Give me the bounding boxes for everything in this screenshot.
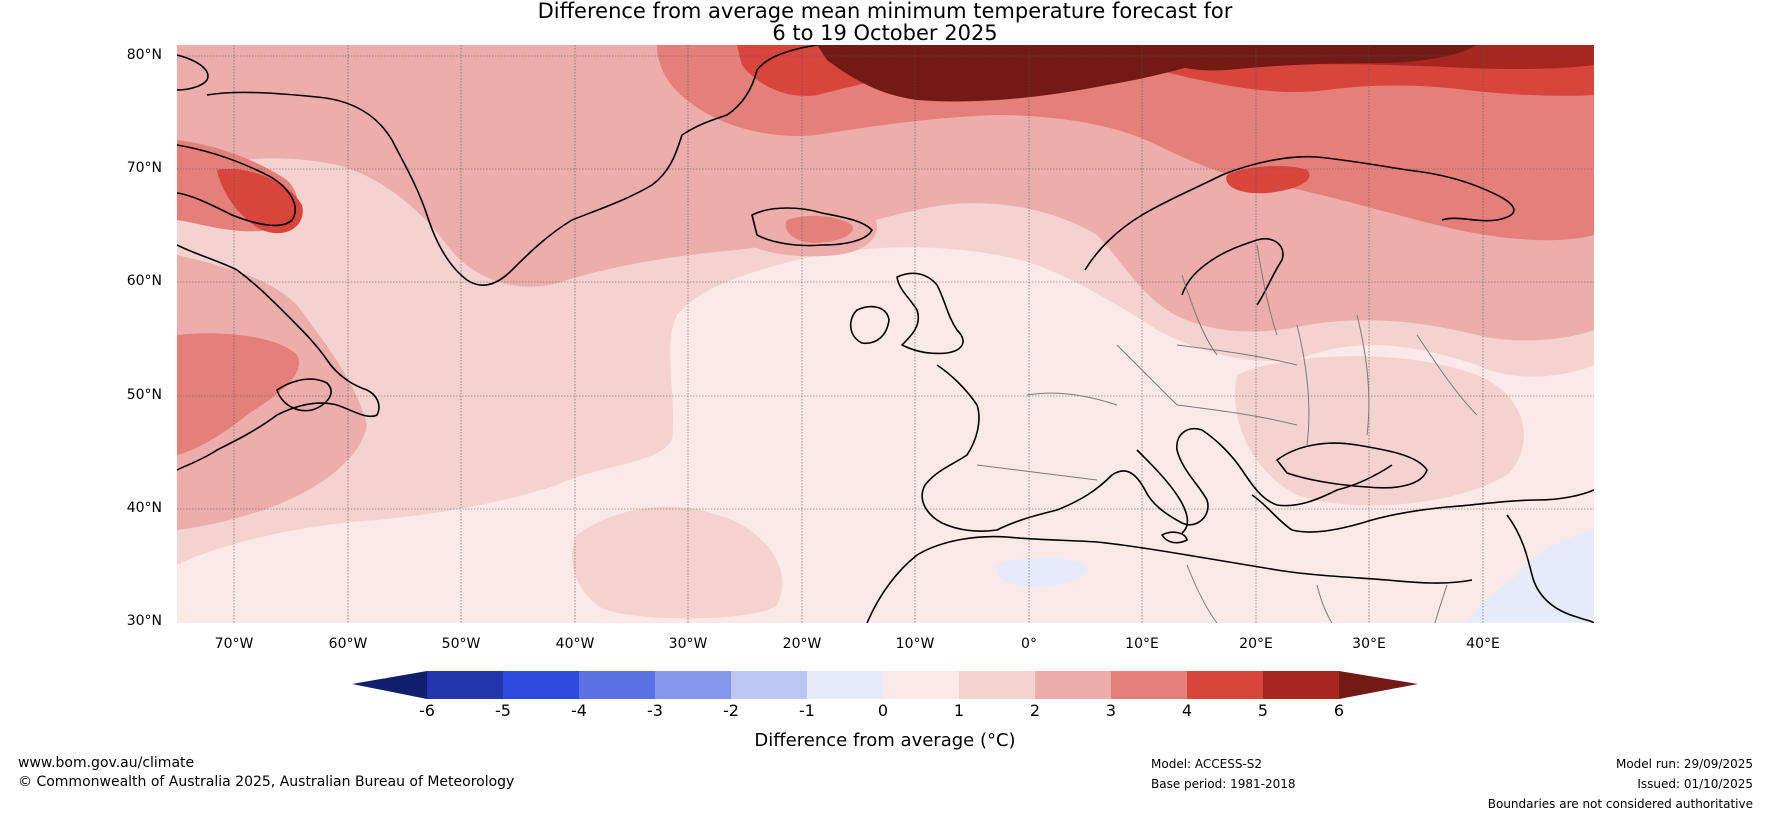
graticule	[177, 45, 1594, 623]
colorbar-segment-above-6	[1339, 671, 1418, 699]
lat-label-50n: 50°N	[126, 387, 162, 403]
colorbar	[352, 671, 1418, 699]
lat-label-80n: 80°N	[126, 47, 162, 63]
colorbar-segment-5-to-6	[1263, 671, 1339, 699]
canada-arctic-coastline	[177, 54, 209, 91]
footer-disclaimer: Boundaries are not considered authoritat…	[1487, 797, 1753, 811]
colorbar-segment-minus-3-to-minus-2	[655, 671, 731, 699]
europe-west-coastline	[921, 364, 1393, 532]
colorbar-tick-3: 3	[1105, 701, 1117, 720]
sicily-coastline	[1161, 531, 1188, 544]
map-title-line-2: 6 to 19 October 2025	[772, 21, 998, 45]
anomaly-band-3-to-4-iceland	[785, 215, 853, 243]
britain-coastline	[896, 272, 964, 355]
lon-label-10e: 10°E	[1125, 636, 1159, 652]
greenland-coastline	[206, 45, 818, 286]
greece-turkey-coastline	[1251, 489, 1594, 533]
colorbar-tick-6: 6	[1333, 701, 1345, 720]
temperature-anomaly-map	[177, 45, 1594, 623]
anomaly-band-3-to-4-labrador	[177, 333, 299, 455]
colorbar-segment-2-to-3	[1035, 671, 1111, 699]
colorbar-tick-5: 5	[1257, 701, 1269, 720]
lon-label-0: 0°	[1021, 636, 1037, 652]
north-africa-coastline	[866, 535, 1473, 623]
anomaly-band-above-6-barents	[1147, 45, 1477, 71]
colorbar-tick-minus-6: -6	[419, 701, 435, 720]
sweden-finland-coastline	[1181, 238, 1284, 306]
footer-copyright: © Commonwealth of Australia 2025, Austra…	[18, 774, 515, 790]
colorbar-segment-below-minus-6	[352, 671, 427, 699]
footer-website: www.bom.gov.au/climate	[18, 755, 195, 771]
colorbar-segment-minus-6-to-minus-5	[427, 671, 503, 699]
ireland-coastline	[849, 305, 890, 345]
lon-label-40e: 40°E	[1466, 636, 1500, 652]
lon-label-30e: 30°E	[1352, 636, 1386, 652]
country-borders	[976, 244, 1478, 623]
lon-label-40w: 40°W	[555, 636, 595, 652]
colorbar-segment-minus-1-to-0	[807, 671, 883, 699]
colorbar-segment-minus-2-to-minus-1	[731, 671, 807, 699]
colorbar-segment-1-to-2	[959, 671, 1035, 699]
lat-label-40n: 40°N	[126, 500, 162, 516]
colorbar-tick-minus-3: -3	[647, 701, 663, 720]
colorbar-segment-0-to-1	[883, 671, 959, 699]
lon-label-30w: 30°W	[668, 636, 708, 652]
anomaly-band-1-to-2-east	[1235, 356, 1524, 506]
colorbar-tick-minus-5: -5	[495, 701, 511, 720]
black-sea-coastline	[1276, 442, 1428, 489]
footer-model: Model: ACCESS-S2	[1151, 757, 1263, 771]
colorbar-segment-4-to-5	[1187, 671, 1263, 699]
lon-label-50w: 50°W	[441, 636, 481, 652]
colorbar-tick-minus-4: -4	[571, 701, 587, 720]
colorbar-tick-1: 1	[953, 701, 965, 720]
norway-coastline	[1084, 155, 1515, 271]
lon-label-60w: 60°W	[328, 636, 368, 652]
lat-label-30n: 30°N	[126, 613, 162, 629]
colorbar-segment-3-to-4	[1111, 671, 1187, 699]
lon-label-20w: 20°W	[782, 636, 822, 652]
colorbar-tick-4: 4	[1181, 701, 1193, 720]
lon-label-70w: 70°W	[214, 636, 254, 652]
baffin-island-coastline	[177, 144, 296, 227]
colorbar-tick-0: 0	[877, 701, 889, 720]
colorbar-label: Difference from average (°C)	[754, 730, 1016, 751]
map-title-line-1: Difference from average mean minimum tem…	[537, 0, 1233, 23]
iceland-coastline	[751, 207, 873, 247]
lat-label-60n: 60°N	[126, 273, 162, 289]
newfoundland-coastline	[276, 378, 332, 412]
lon-label-20e: 20°E	[1239, 636, 1273, 652]
colorbar-segment-minus-4-to-minus-3	[579, 671, 655, 699]
labrador-coastline	[177, 244, 380, 471]
lon-label-10w: 10°W	[895, 636, 935, 652]
colorbar-tick-minus-1: -1	[799, 701, 815, 720]
anomaly-band-1-to-2-atlantic	[572, 506, 783, 619]
footer-base-period: Base period: 1981-2018	[1151, 777, 1296, 791]
lat-label-70n: 70°N	[126, 160, 162, 176]
footer-model-run: Model run: 29/09/2025	[1615, 757, 1753, 771]
colorbar-tick-2: 2	[1029, 701, 1041, 720]
anomaly-band-minus-1-to-0-middle-east	[1467, 530, 1594, 623]
colorbar-segment-minus-5-to-minus-4	[503, 671, 579, 699]
anomaly-band-minus-1-to-0-mediterranean	[996, 557, 1088, 587]
anomaly-band-above-6	[817, 45, 1247, 102]
footer-issued: Issued: 01/10/2025	[1637, 777, 1753, 791]
middle-east-coastline	[1506, 514, 1594, 623]
italy-coastline	[1136, 449, 1189, 534]
anomaly-band-4-to-5-scandinavia	[1226, 165, 1310, 194]
colorbar-tick-minus-2: -2	[723, 701, 739, 720]
